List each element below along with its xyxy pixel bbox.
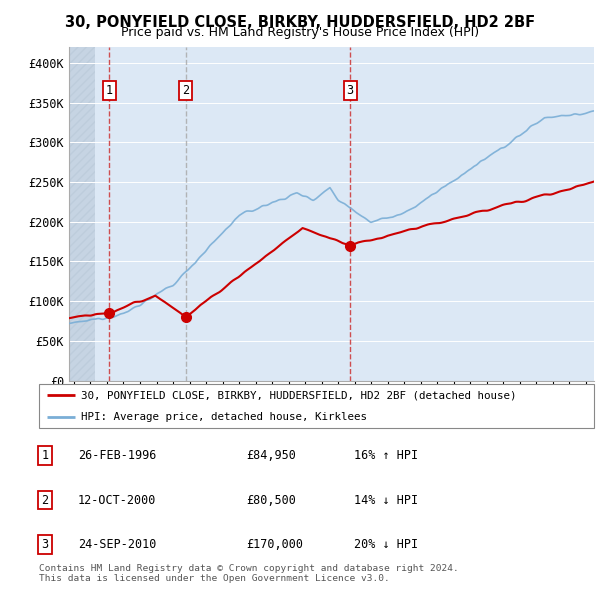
Text: 12-OCT-2000: 12-OCT-2000 — [78, 493, 157, 507]
Text: 3: 3 — [41, 537, 49, 551]
Text: 2: 2 — [182, 84, 190, 97]
Text: 30, PONYFIELD CLOSE, BIRKBY, HUDDERSFIELD, HD2 2BF (detached house): 30, PONYFIELD CLOSE, BIRKBY, HUDDERSFIEL… — [80, 391, 516, 401]
Text: 26-FEB-1996: 26-FEB-1996 — [78, 449, 157, 463]
Text: 30, PONYFIELD CLOSE, BIRKBY, HUDDERSFIELD, HD2 2BF: 30, PONYFIELD CLOSE, BIRKBY, HUDDERSFIEL… — [65, 15, 535, 30]
Text: 2: 2 — [41, 493, 49, 507]
Text: £170,000: £170,000 — [246, 537, 303, 551]
Text: 1: 1 — [106, 84, 113, 97]
Text: Price paid vs. HM Land Registry's House Price Index (HPI): Price paid vs. HM Land Registry's House … — [121, 26, 479, 39]
Text: £84,950: £84,950 — [246, 449, 296, 463]
Bar — [69, 47, 95, 381]
Text: 14% ↓ HPI: 14% ↓ HPI — [354, 493, 418, 507]
Text: 20% ↓ HPI: 20% ↓ HPI — [354, 537, 418, 551]
FancyBboxPatch shape — [39, 384, 594, 428]
Text: Contains HM Land Registry data © Crown copyright and database right 2024.
This d: Contains HM Land Registry data © Crown c… — [39, 563, 459, 583]
Text: £80,500: £80,500 — [246, 493, 296, 507]
Text: 16% ↑ HPI: 16% ↑ HPI — [354, 449, 418, 463]
Text: 1: 1 — [41, 449, 49, 463]
Text: 3: 3 — [347, 84, 354, 97]
Text: 24-SEP-2010: 24-SEP-2010 — [78, 537, 157, 551]
Text: HPI: Average price, detached house, Kirklees: HPI: Average price, detached house, Kirk… — [80, 412, 367, 422]
